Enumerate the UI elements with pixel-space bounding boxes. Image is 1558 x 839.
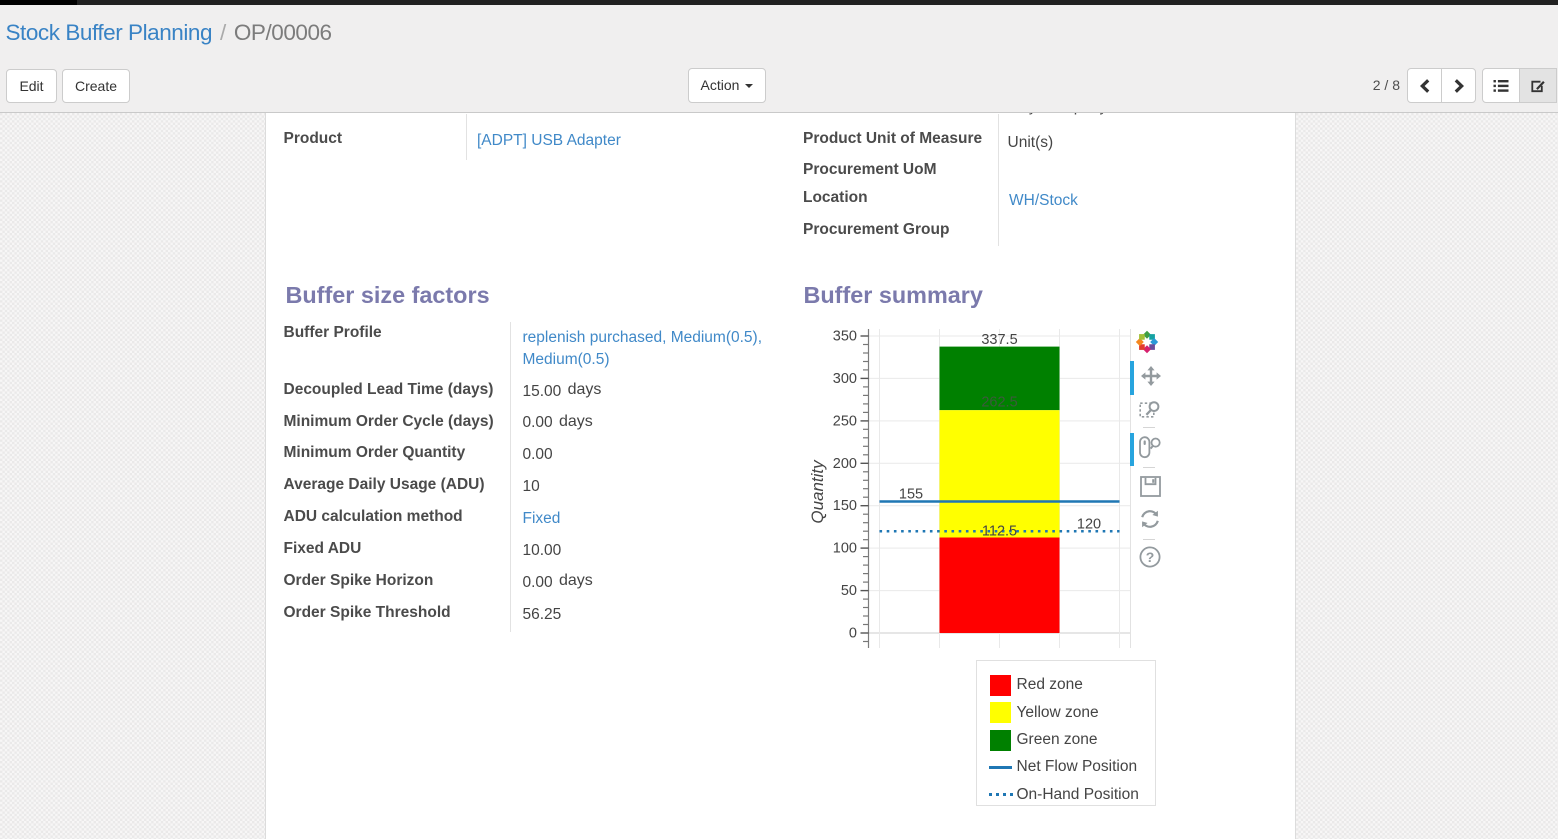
svg-text:120: 120: [1077, 517, 1101, 533]
svg-text:300: 300: [833, 371, 857, 387]
svg-text:100: 100: [833, 541, 857, 557]
svg-text:150: 150: [833, 498, 857, 514]
svg-text:50: 50: [841, 583, 857, 599]
svg-text:Quantity: Quantity: [808, 459, 827, 524]
svg-text:262.5: 262.5: [981, 395, 1017, 411]
svg-text:112.5: 112.5: [982, 524, 1017, 540]
svg-text:250: 250: [833, 413, 857, 429]
svg-text:200: 200: [833, 456, 857, 472]
svg-text:?: ?: [1146, 549, 1155, 565]
svg-text:0: 0: [849, 626, 857, 642]
svg-text:337.5: 337.5: [981, 332, 1017, 348]
svg-text:350: 350: [833, 329, 857, 345]
svg-text:155: 155: [899, 487, 923, 503]
